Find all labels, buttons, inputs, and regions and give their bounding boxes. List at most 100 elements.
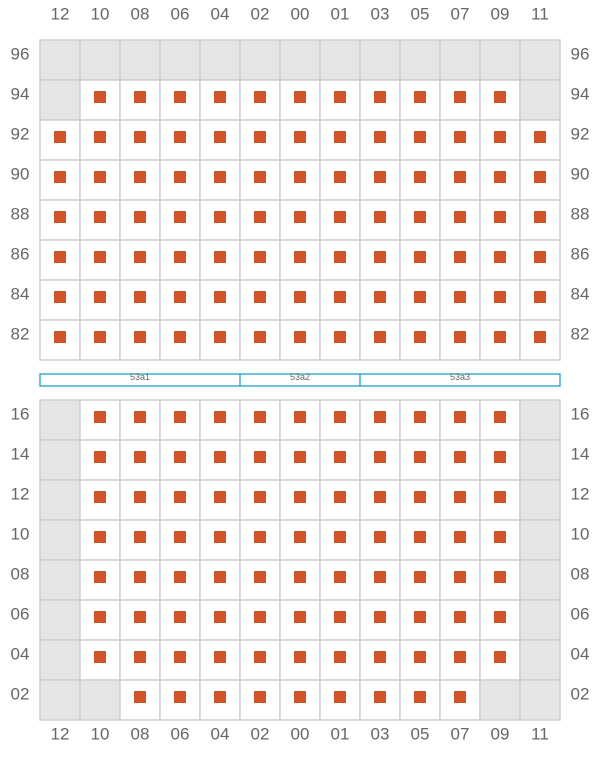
available-seat[interactable] [214,211,226,223]
available-seat[interactable] [374,611,386,623]
available-seat[interactable] [294,331,306,343]
available-seat[interactable] [134,611,146,623]
available-seat[interactable] [494,651,506,663]
available-seat[interactable] [534,131,546,143]
available-seat[interactable] [294,131,306,143]
available-seat[interactable] [294,171,306,183]
available-seat[interactable] [254,91,266,103]
available-seat[interactable] [414,131,426,143]
available-seat[interactable] [294,291,306,303]
available-seat[interactable] [94,571,106,583]
available-seat[interactable] [214,531,226,543]
available-seat[interactable] [334,531,346,543]
available-seat[interactable] [254,331,266,343]
available-seat[interactable] [334,331,346,343]
available-seat[interactable] [334,291,346,303]
available-seat[interactable] [414,251,426,263]
available-seat[interactable] [174,291,186,303]
available-seat[interactable] [294,91,306,103]
available-seat[interactable] [414,291,426,303]
available-seat[interactable] [374,571,386,583]
available-seat[interactable] [94,211,106,223]
available-seat[interactable] [454,451,466,463]
available-seat[interactable] [54,171,66,183]
available-seat[interactable] [54,131,66,143]
available-seat[interactable] [174,531,186,543]
available-seat[interactable] [134,331,146,343]
available-seat[interactable] [494,251,506,263]
available-seat[interactable] [174,211,186,223]
available-seat[interactable] [294,411,306,423]
available-seat[interactable] [534,331,546,343]
available-seat[interactable] [94,491,106,503]
available-seat[interactable] [454,331,466,343]
available-seat[interactable] [134,291,146,303]
available-seat[interactable] [454,171,466,183]
available-seat[interactable] [494,211,506,223]
available-seat[interactable] [454,91,466,103]
available-seat[interactable] [214,131,226,143]
available-seat[interactable] [174,91,186,103]
available-seat[interactable] [494,291,506,303]
available-seat[interactable] [414,411,426,423]
available-seat[interactable] [94,531,106,543]
available-seat[interactable] [374,171,386,183]
available-seat[interactable] [494,131,506,143]
available-seat[interactable] [94,291,106,303]
available-seat[interactable] [494,571,506,583]
available-seat[interactable] [414,331,426,343]
available-seat[interactable] [414,91,426,103]
available-seat[interactable] [374,651,386,663]
available-seat[interactable] [494,611,506,623]
available-seat[interactable] [454,251,466,263]
available-seat[interactable] [174,691,186,703]
available-seat[interactable] [454,411,466,423]
available-seat[interactable] [134,491,146,503]
available-seat[interactable] [534,211,546,223]
available-seat[interactable] [294,451,306,463]
available-seat[interactable] [334,651,346,663]
available-seat[interactable] [374,291,386,303]
available-seat[interactable] [374,411,386,423]
available-seat[interactable] [214,651,226,663]
available-seat[interactable] [454,291,466,303]
available-seat[interactable] [174,131,186,143]
available-seat[interactable] [214,171,226,183]
available-seat[interactable] [334,211,346,223]
available-seat[interactable] [414,531,426,543]
available-seat[interactable] [254,531,266,543]
available-seat[interactable] [174,171,186,183]
available-seat[interactable] [134,531,146,543]
available-seat[interactable] [334,91,346,103]
available-seat[interactable] [94,451,106,463]
available-seat[interactable] [454,131,466,143]
available-seat[interactable] [94,611,106,623]
available-seat[interactable] [254,211,266,223]
available-seat[interactable] [494,531,506,543]
available-seat[interactable] [494,491,506,503]
available-seat[interactable] [214,571,226,583]
available-seat[interactable] [454,571,466,583]
available-seat[interactable] [334,571,346,583]
available-seat[interactable] [534,291,546,303]
available-seat[interactable] [134,451,146,463]
available-seat[interactable] [294,611,306,623]
available-seat[interactable] [94,251,106,263]
available-seat[interactable] [334,451,346,463]
available-seat[interactable] [414,171,426,183]
available-seat[interactable] [134,411,146,423]
available-seat[interactable] [174,491,186,503]
available-seat[interactable] [334,491,346,503]
available-seat[interactable] [54,251,66,263]
available-seat[interactable] [374,531,386,543]
available-seat[interactable] [374,91,386,103]
available-seat[interactable] [214,291,226,303]
available-seat[interactable] [414,611,426,623]
available-seat[interactable] [54,331,66,343]
available-seat[interactable] [134,211,146,223]
available-seat[interactable] [334,611,346,623]
available-seat[interactable] [254,251,266,263]
available-seat[interactable] [294,651,306,663]
available-seat[interactable] [214,251,226,263]
available-seat[interactable] [134,251,146,263]
